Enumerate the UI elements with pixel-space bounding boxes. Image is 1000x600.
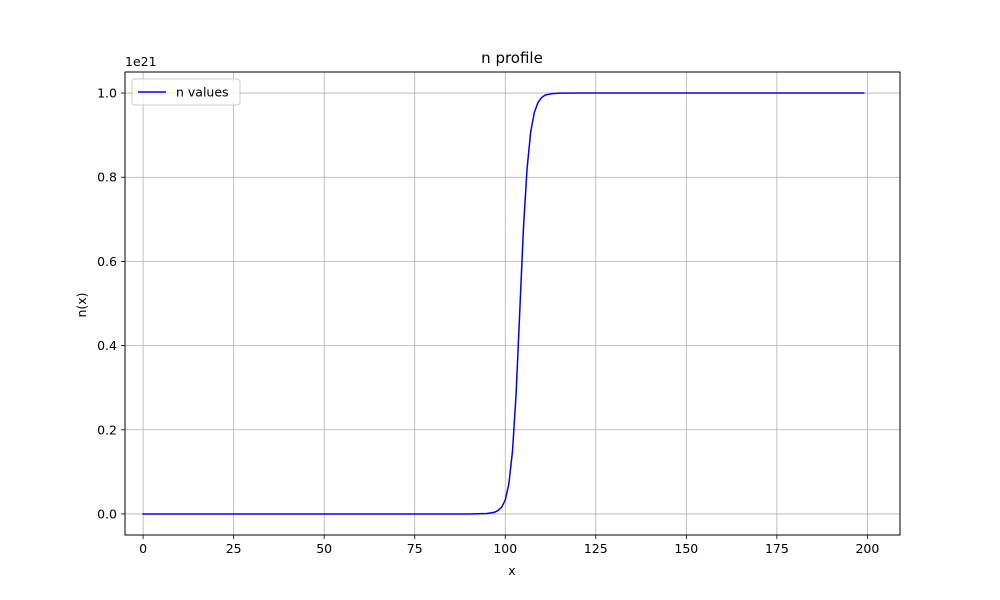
y-tick-label: 0.2 xyxy=(97,422,117,437)
x-tick-label: 0 xyxy=(139,541,147,556)
x-tick-label: 200 xyxy=(855,541,879,556)
y-tick-label: 0.0 xyxy=(97,506,117,521)
y-axis-label: n(x) xyxy=(74,292,89,317)
y-offset-label: 1e21 xyxy=(125,54,157,69)
legend-entry-n-values: n values xyxy=(176,85,229,100)
series-layer xyxy=(142,92,865,515)
ticks: 0 25 50 75 100 125 150 175 200 0.0 0.2 0.4 0.6 0.8 1.0 xyxy=(97,86,879,556)
grid xyxy=(125,72,900,535)
x-axis-label: x xyxy=(508,563,515,578)
y-tick-label: 1.0 xyxy=(97,86,117,101)
legend-box xyxy=(131,78,241,106)
x-tick-label: 25 xyxy=(226,541,242,556)
x-tick-label: 75 xyxy=(407,541,423,556)
legend: n values xyxy=(131,78,241,106)
x-tick-label: 125 xyxy=(584,541,608,556)
chart-title: n profile xyxy=(481,49,543,67)
x-tick-label: 50 xyxy=(316,541,332,556)
plot-frame xyxy=(124,71,901,536)
y-tick-label: 0.4 xyxy=(97,338,117,353)
y-tick-label: 0.6 xyxy=(97,254,117,269)
x-tick-label: 100 xyxy=(493,541,517,556)
x-tick-label: 175 xyxy=(765,541,789,556)
x-tick-label: 150 xyxy=(674,541,698,556)
y-tick-label: 0.8 xyxy=(97,170,117,185)
series-line-0 xyxy=(142,92,865,515)
